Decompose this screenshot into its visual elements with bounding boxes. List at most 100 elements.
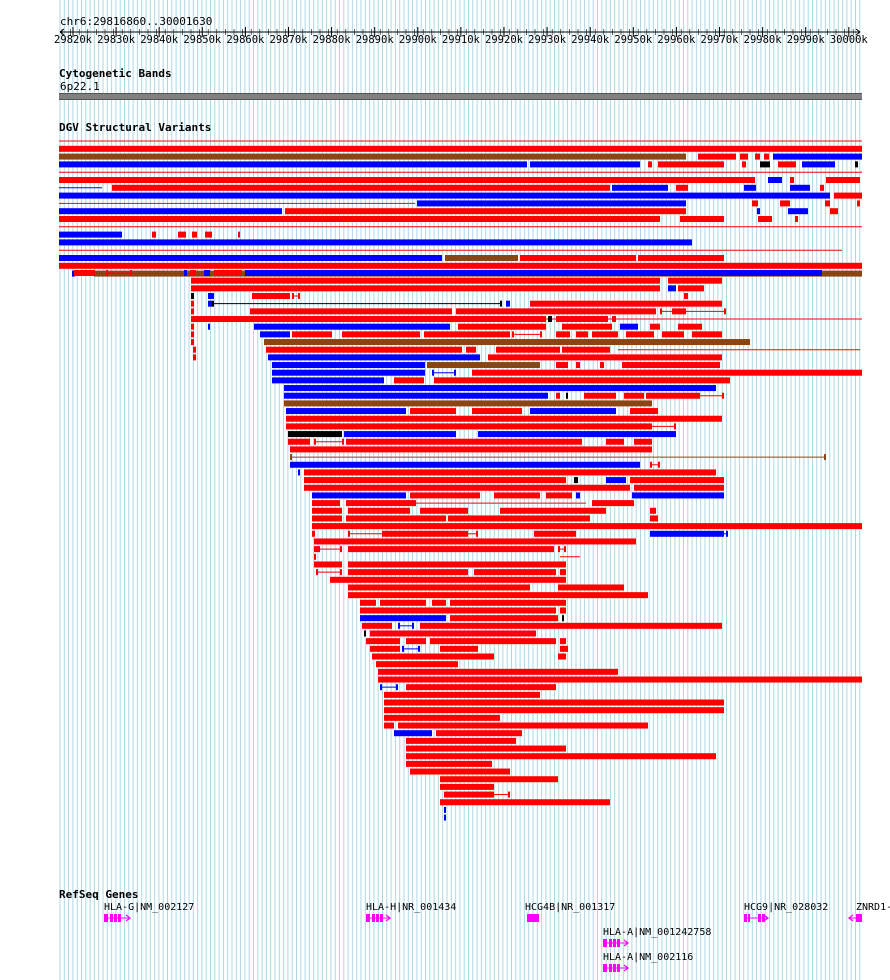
variant-feature[interactable]: [348, 530, 350, 537]
variant-feature[interactable]: [436, 730, 522, 737]
variant-feature[interactable]: [191, 308, 194, 315]
gene-exon[interactable]: [762, 914, 765, 922]
variant-feature[interactable]: [450, 615, 558, 622]
dgv-variant-features[interactable]: [0, 130, 890, 890]
variant-feature[interactable]: [650, 530, 722, 537]
variant-feature[interactable]: [680, 216, 724, 222]
variant-feature[interactable]: [286, 415, 722, 422]
variant-feature[interactable]: [478, 431, 676, 438]
variant-feature[interactable]: [540, 331, 542, 338]
variant-feature[interactable]: [418, 645, 420, 652]
variant-feature[interactable]: [668, 277, 722, 284]
variant-feature[interactable]: [314, 553, 316, 560]
variant-feature[interactable]: [342, 331, 420, 338]
variant-feature[interactable]: [830, 208, 838, 215]
variant-feature[interactable]: [250, 308, 452, 315]
variant-feature[interactable]: [384, 714, 500, 721]
variant-feature[interactable]: [790, 177, 794, 183]
variant-feature[interactable]: [780, 200, 790, 207]
variant-feature[interactable]: [384, 530, 466, 537]
variant-feature[interactable]: [314, 561, 342, 568]
variant-feature[interactable]: [252, 293, 290, 300]
variant-feature[interactable]: [191, 331, 194, 338]
variant-feature[interactable]: [304, 484, 630, 491]
variant-feature[interactable]: [370, 630, 536, 637]
variant-feature[interactable]: [530, 408, 616, 415]
variant-feature[interactable]: [448, 515, 590, 522]
variant-feature[interactable]: [382, 530, 384, 537]
variant-feature[interactable]: [378, 668, 618, 675]
variant-feature[interactable]: [424, 331, 510, 338]
gene-exon[interactable]: [613, 939, 616, 947]
variant-feature[interactable]: [312, 523, 862, 530]
variant-feature[interactable]: [444, 814, 446, 821]
variant-feature[interactable]: [508, 791, 510, 798]
variant-feature[interactable]: [384, 722, 394, 729]
variant-feature[interactable]: [284, 385, 716, 392]
variant-feature[interactable]: [558, 546, 560, 553]
variant-feature[interactable]: [348, 561, 560, 568]
variant-feature[interactable]: [624, 392, 644, 399]
variant-feature[interactable]: [600, 362, 604, 369]
variant-feature[interactable]: [191, 316, 546, 323]
variant-feature[interactable]: [650, 507, 656, 514]
gene-exon[interactable]: [527, 914, 539, 922]
variant-feature[interactable]: [406, 753, 716, 760]
variant-feature[interactable]: [406, 737, 516, 744]
variant-feature[interactable]: [59, 192, 830, 199]
variant-feature[interactable]: [678, 285, 704, 292]
variant-feature[interactable]: [612, 184, 668, 191]
variant-feature[interactable]: [384, 707, 724, 714]
variant-feature[interactable]: [658, 461, 660, 468]
variant-feature[interactable]: [362, 622, 364, 629]
variant-feature[interactable]: [112, 184, 610, 191]
variant-feature[interactable]: [304, 469, 716, 476]
variant-feature[interactable]: [384, 699, 724, 706]
variant-feature[interactable]: [562, 346, 610, 353]
gene-exon[interactable]: [744, 914, 747, 922]
variant-feature[interactable]: [208, 323, 210, 330]
variant-feature[interactable]: [530, 300, 722, 307]
variant-feature[interactable]: [178, 231, 186, 238]
variant-feature[interactable]: [834, 192, 862, 199]
variant-feature[interactable]: [757, 208, 760, 215]
variant-feature[interactable]: [372, 653, 494, 660]
gene-exon[interactable]: [856, 914, 862, 922]
gene-label-hcg9[interactable]: HCG9|NR_028032: [744, 902, 829, 913]
gene-label-hla-a-1[interactable]: HLA-A|NM_001242758: [603, 927, 712, 938]
gene-exon[interactable]: [758, 914, 761, 922]
variant-feature[interactable]: [650, 323, 660, 330]
variant-feature[interactable]: [380, 599, 426, 606]
variant-feature[interactable]: [312, 500, 340, 507]
variant-feature[interactable]: [410, 492, 480, 499]
variant-feature[interactable]: [406, 745, 566, 752]
variant-feature[interactable]: [722, 392, 724, 399]
variant-feature[interactable]: [534, 530, 576, 537]
variant-feature[interactable]: [420, 507, 468, 514]
variant-feature[interactable]: [546, 492, 572, 499]
variant-feature[interactable]: [314, 438, 316, 445]
variant-feature[interactable]: [558, 584, 624, 591]
variant-feature[interactable]: [340, 546, 342, 553]
variant-feature[interactable]: [286, 423, 650, 430]
variant-feature[interactable]: [292, 293, 294, 300]
variant-feature[interactable]: [59, 231, 122, 238]
variant-feature[interactable]: [650, 461, 652, 468]
variant-feature[interactable]: [752, 200, 758, 207]
gene-exon[interactable]: [617, 964, 620, 972]
gene-exon[interactable]: [376, 914, 379, 922]
variant-feature[interactable]: [678, 323, 702, 330]
variant-feature[interactable]: [348, 584, 530, 591]
variant-feature[interactable]: [440, 783, 494, 790]
variant-feature[interactable]: [857, 200, 860, 207]
variant-feature[interactable]: [360, 607, 556, 614]
gene-exon[interactable]: [366, 914, 370, 922]
variant-feature[interactable]: [630, 408, 658, 415]
variant-feature[interactable]: [755, 153, 760, 160]
gene-exon[interactable]: [603, 939, 607, 947]
variant-feature[interactable]: [634, 438, 652, 445]
variant-feature[interactable]: [290, 446, 652, 453]
variant-feature[interactable]: [272, 362, 425, 369]
variant-feature[interactable]: [184, 270, 187, 276]
variant-feature[interactable]: [406, 760, 492, 767]
